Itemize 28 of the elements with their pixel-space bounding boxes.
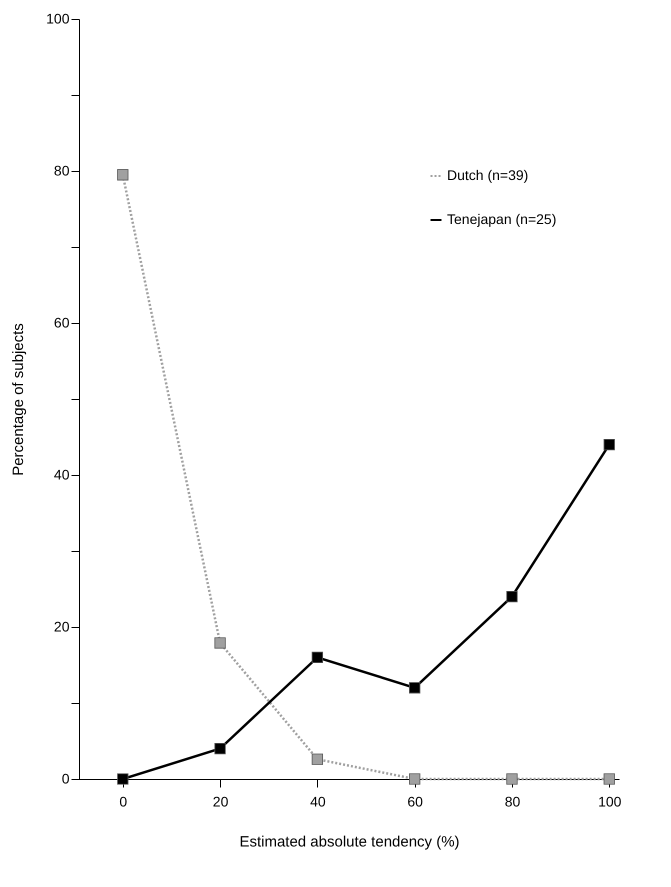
y-tick-label: 80: [54, 162, 70, 178]
y-axis-title: Percentage of subjects: [10, 323, 28, 476]
point: [409, 773, 420, 785]
legend-label: Dutch (n=39): [447, 167, 528, 183]
x-axis-title: Estimated absolute tendency (%): [239, 834, 460, 850]
point: [604, 773, 615, 785]
y-tick-label: 40: [54, 466, 70, 482]
point: [312, 754, 324, 765]
x-tick-label: 100: [598, 794, 622, 810]
y-tick-label: 0: [62, 770, 70, 786]
legend-label: Tenejapan (n=25): [447, 211, 556, 227]
point: [117, 773, 128, 785]
y-tick-label: 20: [54, 618, 70, 634]
point: [117, 169, 128, 180]
x-tick-label: 20: [212, 794, 229, 810]
y-tick-label: 60: [54, 314, 70, 330]
point: [506, 773, 518, 785]
x-tick-label: 80: [504, 794, 520, 810]
x-tick-label: 0: [119, 794, 128, 810]
point: [214, 637, 226, 649]
point: [409, 682, 420, 694]
x-tick-label: 60: [407, 794, 424, 810]
point: [506, 590, 518, 602]
point: [312, 652, 324, 664]
y-tick-label: 100: [46, 10, 70, 26]
x-tick-label: 40: [310, 794, 326, 810]
point: [214, 742, 226, 754]
point: [604, 438, 615, 450]
